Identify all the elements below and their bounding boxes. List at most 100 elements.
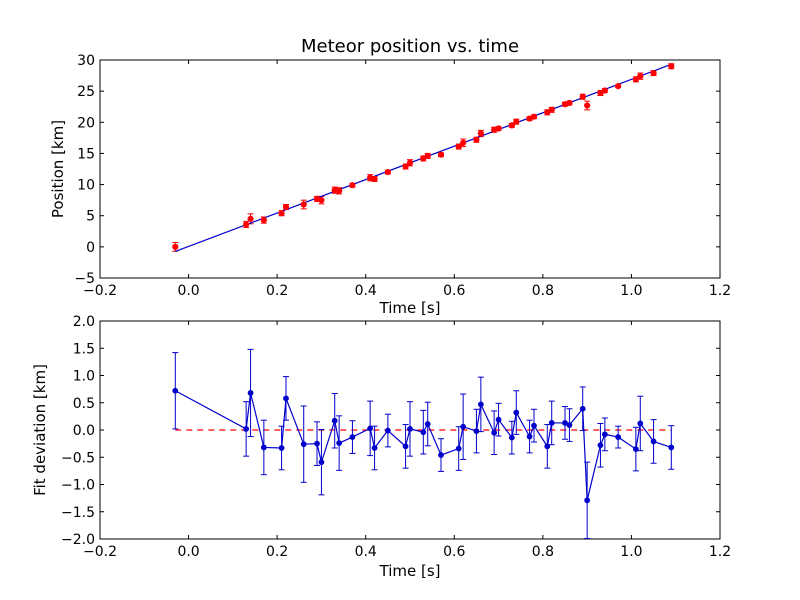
deviation-point bbox=[526, 433, 533, 440]
deviation-point bbox=[278, 445, 285, 451]
deviation-x-tick-label: −0.2 bbox=[83, 544, 117, 560]
deviation-x-tick-label: 0.6 bbox=[443, 544, 465, 560]
deviation-point bbox=[584, 497, 591, 504]
position-x-tick-label: −0.2 bbox=[83, 283, 117, 299]
deviation-y-tick-label: 0.0 bbox=[73, 423, 95, 439]
position-point bbox=[477, 130, 484, 137]
deviation-point bbox=[615, 434, 622, 440]
position-y-tick-label: 0 bbox=[86, 240, 95, 256]
deviation-point bbox=[566, 422, 573, 428]
deviation-point bbox=[336, 440, 343, 446]
deviation-point bbox=[283, 395, 289, 402]
position-x-label: Time [s] bbox=[379, 299, 441, 317]
position-point bbox=[278, 210, 285, 217]
deviation-point bbox=[513, 409, 520, 416]
position-x-tick-label: 0.8 bbox=[532, 283, 554, 299]
deviation-point bbox=[548, 420, 555, 426]
position-point bbox=[460, 139, 467, 146]
position-x-tick-label: 0.4 bbox=[355, 283, 377, 299]
deviation-y-tick-label: 2.0 bbox=[73, 314, 95, 330]
position-point bbox=[247, 215, 254, 222]
position-point bbox=[632, 76, 639, 83]
position-points bbox=[172, 63, 675, 250]
deviation-x-tick-label: 0.0 bbox=[177, 544, 199, 560]
position-y-ticks: −5 0 5 10 15 20 25 30 bbox=[74, 53, 720, 287]
deviation-y-tick-label: 1.0 bbox=[73, 369, 95, 385]
deviation-y-ticks: −2.0 −1.5 −1.0 −0.5 0.0 0.5 1.0 1.5 2.0 bbox=[61, 314, 720, 548]
position-point bbox=[495, 125, 502, 132]
position-point bbox=[584, 102, 591, 109]
position-point bbox=[384, 169, 391, 176]
deviation-y-tick-label: 0.5 bbox=[73, 396, 95, 412]
deviation-y-tick-label: −0.5 bbox=[61, 450, 95, 466]
position-point bbox=[455, 143, 462, 150]
position-point bbox=[473, 136, 480, 143]
position-plot-axes bbox=[99, 59, 721, 279]
deviation-point bbox=[460, 423, 467, 430]
deviation-x-label: Time [s] bbox=[379, 562, 441, 580]
position-y-tick-label: 5 bbox=[86, 209, 95, 225]
deviation-point bbox=[367, 425, 374, 432]
deviation-point bbox=[491, 429, 498, 436]
deviation-point bbox=[300, 441, 307, 448]
deviation-point bbox=[455, 445, 462, 452]
position-point bbox=[668, 63, 675, 70]
position-plot: Meteor position vs. time −0.2 0.0 0.2 0.4 0.… bbox=[49, 36, 731, 317]
deviation-point bbox=[650, 438, 657, 445]
position-point bbox=[579, 93, 586, 100]
position-point bbox=[282, 203, 290, 211]
position-point bbox=[349, 182, 356, 189]
position-x-tick-label: 0.6 bbox=[443, 283, 465, 299]
deviation-y-tick-label: 1.5 bbox=[73, 341, 95, 357]
deviation-point bbox=[349, 434, 356, 440]
deviation-y-label: Fit deviation [km] bbox=[31, 364, 49, 496]
deviation-point bbox=[438, 452, 444, 458]
position-point bbox=[548, 106, 555, 113]
position-point bbox=[513, 118, 520, 125]
deviation-plot: −0.2 0.0 0.2 0.4 0.6 0.8 1.0 1.2 −2.0−1.5−1.0−0… bbox=[31, 314, 731, 580]
deviation-x-tick-label: 0.2 bbox=[266, 544, 288, 560]
deviation-point bbox=[172, 387, 179, 394]
position-x-tick-label: 0.0 bbox=[177, 283, 199, 299]
position-point bbox=[172, 243, 179, 250]
position-y-tick-label: 30 bbox=[77, 53, 95, 69]
position-x-tick-label: 1.0 bbox=[620, 283, 642, 299]
deviation-point bbox=[632, 446, 639, 452]
deviation-y-tick-label: −1.0 bbox=[61, 478, 95, 494]
deviation-point bbox=[384, 427, 391, 434]
position-point bbox=[650, 69, 657, 77]
position-plot-title: Meteor position vs. time bbox=[301, 36, 519, 57]
deviation-y-tick-label: −2.0 bbox=[61, 532, 95, 548]
position-point bbox=[424, 152, 431, 160]
deviation-x-tick-label: 1.2 bbox=[709, 544, 731, 560]
position-point bbox=[615, 83, 622, 90]
deviation-point bbox=[331, 417, 338, 424]
deviation-point bbox=[407, 426, 413, 432]
deviation-point bbox=[579, 405, 586, 412]
position-point bbox=[508, 122, 515, 129]
position-point bbox=[437, 151, 445, 158]
deviation-point bbox=[544, 443, 551, 450]
position-point bbox=[530, 113, 538, 120]
position-point bbox=[260, 216, 267, 224]
deviation-point bbox=[260, 444, 267, 451]
deviation-point bbox=[402, 443, 409, 450]
position-x-ticks: −0.2 0.0 0.2 0.4 0.6 0.8 1.0 1.2 bbox=[83, 60, 731, 299]
deviation-x-tick-label: 0.4 bbox=[355, 544, 377, 560]
deviation-point bbox=[597, 442, 604, 449]
deviation-point bbox=[314, 440, 320, 447]
position-point bbox=[336, 187, 343, 194]
deviation-point bbox=[371, 445, 378, 451]
deviation-point bbox=[420, 429, 427, 436]
position-y-tick-label: 15 bbox=[77, 146, 95, 162]
position-point bbox=[318, 197, 325, 204]
position-point bbox=[406, 159, 414, 166]
deviation-point bbox=[424, 421, 431, 427]
deviation-point bbox=[668, 444, 675, 451]
deviation-point bbox=[473, 428, 480, 434]
position-point bbox=[601, 87, 608, 94]
position-x-tick-label: 1.2 bbox=[709, 283, 731, 299]
deviation-point bbox=[562, 420, 568, 426]
deviation-point bbox=[243, 426, 250, 432]
